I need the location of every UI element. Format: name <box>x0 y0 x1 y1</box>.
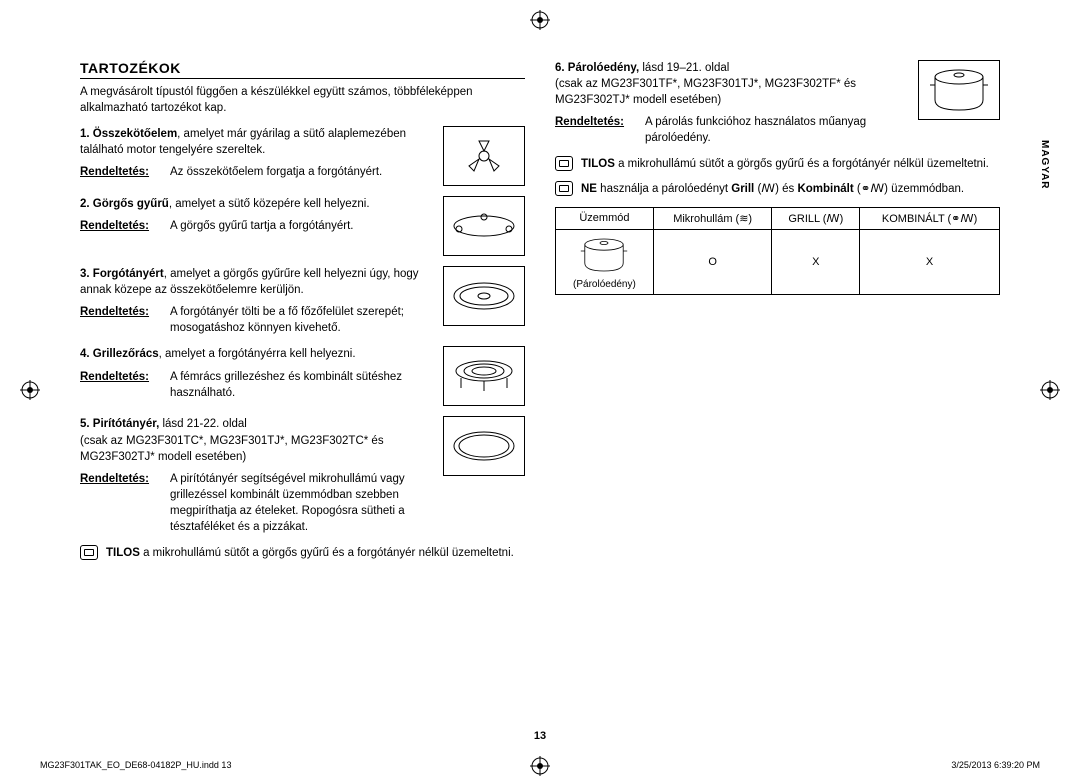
note-end: üzemmódban. <box>888 183 964 195</box>
item-number: 6. <box>555 62 565 74</box>
accessory-item: 3. Forgótányért, amelyet a görgős gyűrűr… <box>80 266 525 336</box>
purpose-text: A pirítótányér segítségével mikrohullámú… <box>170 471 433 535</box>
note-and: és <box>779 183 798 195</box>
turntable-icon <box>443 266 525 326</box>
mode-combi: Kombinált <box>797 183 853 195</box>
purpose-label: Rendeltetés: <box>80 369 160 401</box>
table-head-combi: KOMBINÁLT (⚭ꟿ) <box>860 207 1000 229</box>
footer-timestamp: 3/25/2013 6:39:20 PM <box>951 760 1040 770</box>
accessory-item: 4. Grillezőrács, amelyet a forgótányérra… <box>80 346 525 406</box>
note-icon <box>555 156 573 171</box>
intro-text: A megvásárolt típustól függően a készülé… <box>80 85 525 116</box>
note-lead: TILOS <box>106 547 140 559</box>
crop-mark-top <box>530 10 550 30</box>
purpose-label: Rendeltetés: <box>80 471 160 535</box>
item-number: 3. <box>80 268 90 280</box>
item-name: Grillezőrács <box>93 348 159 360</box>
left-column: TARTOZÉKOK A megvásárolt típustól függőe… <box>80 60 525 569</box>
section-heading: TARTOZÉKOK <box>80 60 525 79</box>
steamer-icon <box>918 60 1000 120</box>
coupler-icon <box>443 126 525 186</box>
note-icon <box>80 545 98 560</box>
note-lead: TILOS <box>581 158 615 170</box>
mode-grill: Grill <box>731 183 754 195</box>
crop-mark-right <box>1040 380 1060 400</box>
table-cell-grill: X <box>772 229 860 294</box>
item-name: Összekötőelem <box>93 128 177 140</box>
item-number: 4. <box>80 348 90 360</box>
grill-rack-icon <box>443 346 525 406</box>
right-column: 6. Párolóedény, lásd 19–21. oldal (csak … <box>555 60 1000 569</box>
note-text: használja a párolóedényt <box>597 183 731 195</box>
page-number: 13 <box>0 730 1080 742</box>
warning-note: TILOS a mikrohullámú sütőt a görgős gyűr… <box>80 545 525 561</box>
accessory-item: 6. Párolóedény, lásd 19–21. oldal (csak … <box>555 60 1000 146</box>
item-name: Pirítótányér, <box>93 418 159 430</box>
table-row-steamer: (Párolóedény) <box>556 229 654 294</box>
purpose-text: A fémrács grillezéshez és kombinált süté… <box>170 369 433 401</box>
item-desc: , amelyet a forgótányérra kell helyezni. <box>159 348 356 360</box>
table-head-microwave: Mikrohullám (≋) <box>653 207 772 229</box>
print-footer: MG23F301TAK_EO_DE68-04182P_HU.indd 13 3/… <box>40 760 1040 770</box>
accessory-item: 5. Pirítótányér, lásd 21-22. oldal (csak… <box>80 416 525 535</box>
roller-ring-icon <box>443 196 525 256</box>
crusty-plate-icon <box>443 416 525 476</box>
footer-filename: MG23F301TAK_EO_DE68-04182P_HU.indd 13 <box>40 760 231 770</box>
crop-mark-left <box>20 380 40 400</box>
item-name: Párolóedény, <box>568 62 639 74</box>
note-text: a mikrohullámú sütőt a görgős gyűrű és a… <box>615 158 989 170</box>
purpose-label: Rendeltetés: <box>80 304 160 336</box>
purpose-text: A görgős gyűrű tartja a forgótányért. <box>170 218 353 234</box>
combi-symbol: (⚭ꟿ) <box>854 183 888 195</box>
note-lead: NE <box>581 183 597 195</box>
purpose-label: Rendeltetés: <box>80 218 160 234</box>
mode-compatibility-table: Üzemmód Mikrohullám (≋) GRILL (ꟿ) KOMBIN… <box>555 207 1000 295</box>
accessory-item: 1. Összekötőelem, amelyet már gyárilag a… <box>80 126 525 186</box>
note-icon <box>555 181 573 196</box>
table-row-label: (Párolóedény) <box>562 279 647 290</box>
table-cell-combi: X <box>860 229 1000 294</box>
accessory-item: 2. Görgős gyűrű, amelyet a sütő közepére… <box>80 196 525 256</box>
item-number: 1. <box>80 128 90 140</box>
item-number: 5. <box>80 418 90 430</box>
steamer-small-icon <box>576 234 632 276</box>
purpose-label: Rendeltetés: <box>80 164 160 180</box>
table-head-mode: Üzemmód <box>556 207 654 229</box>
item-desc: , amelyet a sütő közepére kell helyezni. <box>169 198 370 210</box>
item-name: Görgős gyűrű <box>93 198 169 210</box>
warning-note: TILOS a mikrohullámú sütőt a görgős gyűr… <box>555 156 1000 172</box>
purpose-text: Az összekötőelem forgatja a forgótányért… <box>170 164 382 180</box>
table-cell-microwave: O <box>653 229 772 294</box>
warning-note: NE használja a párolóedényt Grill (ꟿ) és… <box>555 181 1000 197</box>
item-number: 2. <box>80 198 90 210</box>
note-text: a mikrohullámú sütőt a görgős gyűrű és a… <box>140 547 514 559</box>
purpose-text: A forgótányér tölti be a fő főzőfelület … <box>170 304 433 336</box>
item-name: Forgótányért <box>93 268 164 280</box>
table-head-grill: GRILL (ꟿ) <box>772 207 860 229</box>
purpose-text: A párolás funkcióhoz használatos műanyag… <box>645 114 908 146</box>
purpose-label: Rendeltetés: <box>555 114 635 146</box>
language-tab: MAGYAR <box>1039 140 1050 190</box>
grill-symbol: (ꟿ) <box>754 183 779 195</box>
